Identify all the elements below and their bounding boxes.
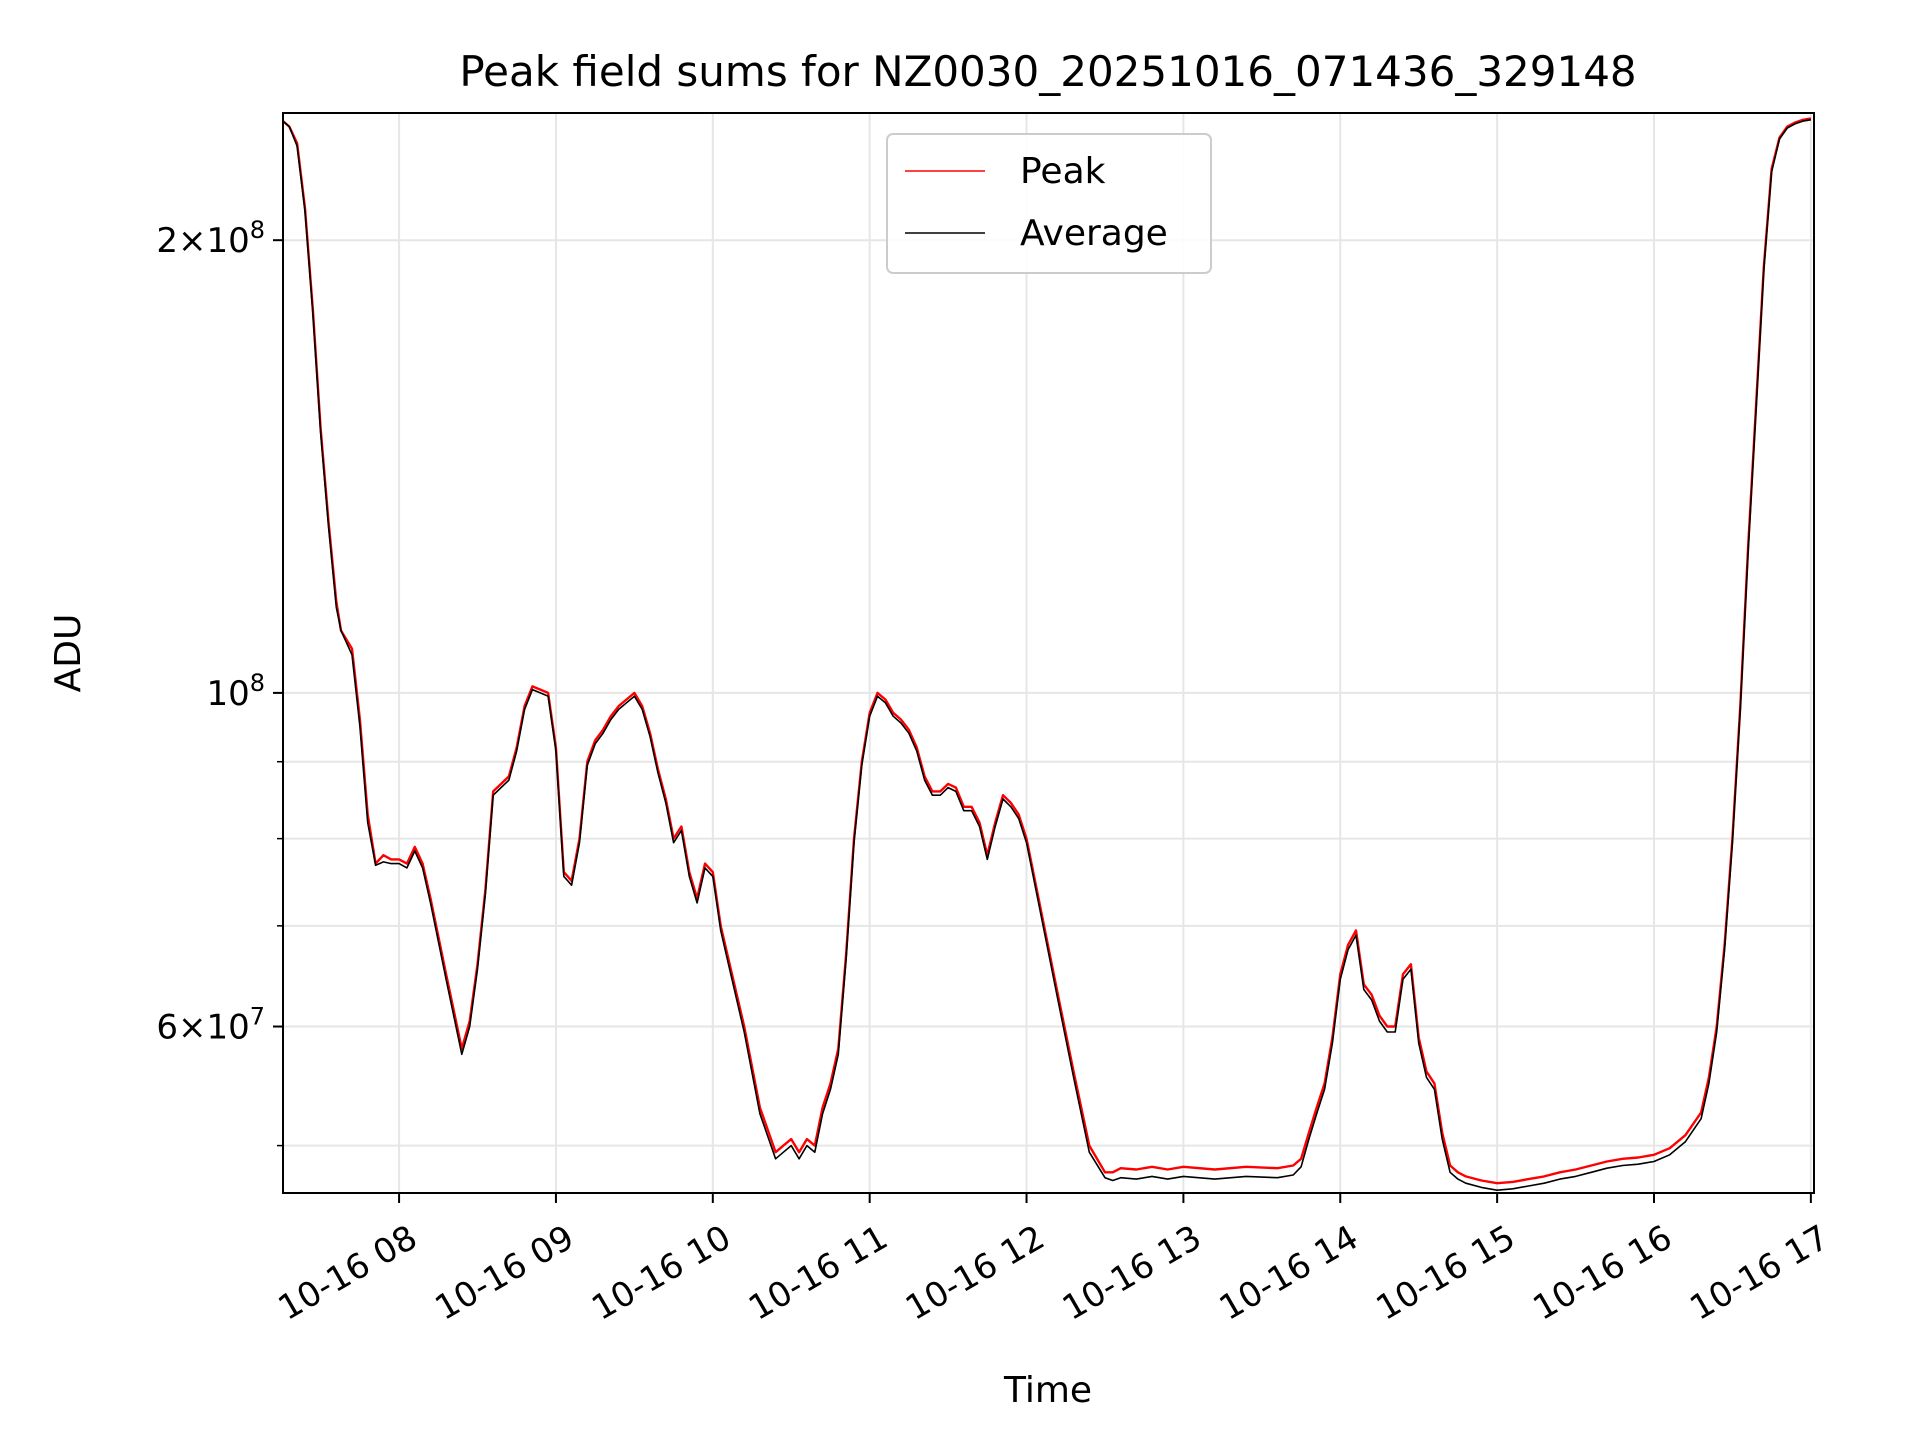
series-line-average [282, 119, 1812, 1191]
series-line-peak [282, 117, 1812, 1185]
legend-peak-label: Peak [1020, 151, 1106, 192]
chart-title: Peak field sums for NZ0030_20251016_0714… [459, 47, 1636, 96]
plot-area-frame [282, 112, 1815, 1194]
legend-average-label: Average [1020, 213, 1168, 254]
legend: Peak Average [886, 133, 1212, 274]
grid [283, 113, 1814, 1193]
series-lines [282, 117, 1812, 1191]
x-axis-label: Time [1003, 1370, 1092, 1411]
y-axis: 6×107 108 2×108 [156, 216, 283, 1147]
y-tick-label: 108 [206, 669, 265, 714]
legend-box [886, 133, 1212, 274]
y-tick-label: 2×108 [156, 216, 265, 261]
y-axis-label: ADU [48, 614, 89, 693]
y-tick-label: 6×107 [156, 1003, 265, 1048]
